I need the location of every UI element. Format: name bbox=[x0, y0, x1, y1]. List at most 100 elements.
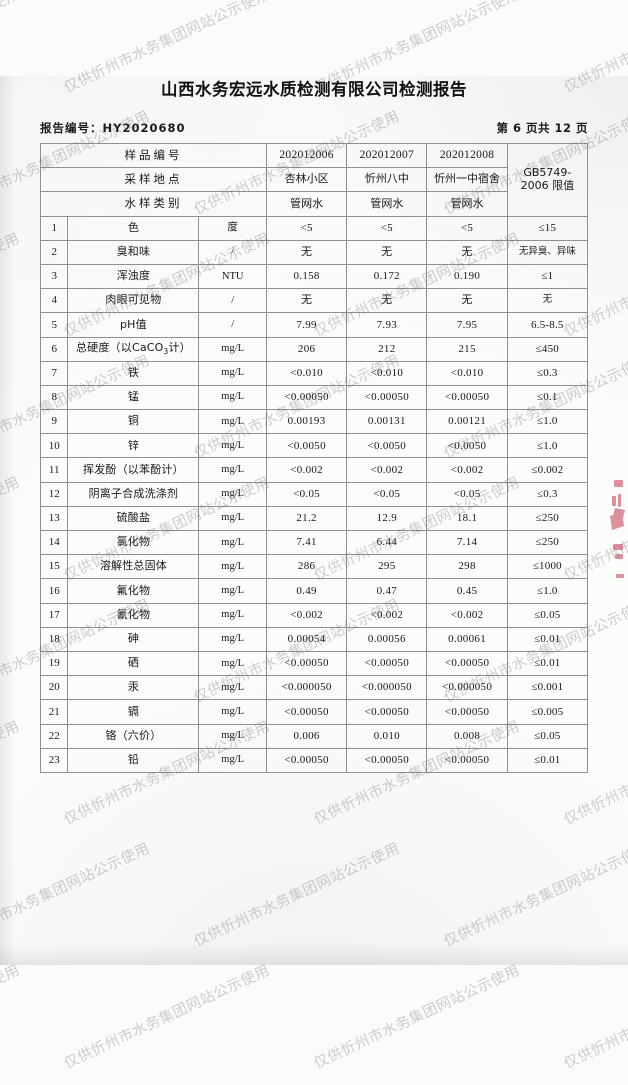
parameter-unit: mg/L bbox=[198, 457, 267, 483]
watermark-text: 仅供忻州市水务集团网站公示使用 bbox=[0, 962, 23, 1073]
value-sample-3: <0.00050 bbox=[426, 384, 508, 411]
parameter-name: 硒 bbox=[67, 650, 200, 677]
parameter-name: 溶解性总固体 bbox=[67, 554, 200, 580]
value-sample-1: 无 bbox=[265, 288, 348, 314]
sample-no-1: 202012006 bbox=[265, 142, 348, 169]
parameter-unit: mg/L bbox=[198, 360, 267, 386]
parameter-name: 色 bbox=[67, 215, 200, 241]
value-sample-1: 无 bbox=[265, 239, 348, 265]
parameter-unit: mg/L bbox=[198, 433, 267, 459]
value-sample-1: 0.158 bbox=[265, 263, 348, 290]
header-label-sample-no: 样品编号 bbox=[40, 142, 267, 169]
value-sample-3: <0.00050 bbox=[426, 747, 508, 773]
value-sample-3: 7.95 bbox=[426, 312, 508, 338]
limit-value: 无 bbox=[506, 288, 589, 314]
row-index: 17 bbox=[39, 602, 69, 628]
parameter-name: 阴离子合成洗涤剂 bbox=[67, 481, 200, 507]
row-index: 2 bbox=[39, 239, 69, 265]
report-meta: 报告编号：HY2020680 第 6 页共 12 页 bbox=[40, 120, 588, 136]
value-sample-1: <0.00050 bbox=[265, 650, 348, 677]
parameter-unit: / bbox=[198, 312, 267, 338]
value-sample-3: <0.00050 bbox=[426, 650, 508, 677]
parameter-name: 挥发酚（以苯酚计） bbox=[67, 457, 200, 483]
value-sample-3: 无 bbox=[426, 288, 508, 314]
limit-value: ≤0.001 bbox=[506, 675, 589, 701]
value-sample-2: 0.00131 bbox=[346, 409, 428, 435]
parameter-name: 氯化物 bbox=[67, 529, 200, 556]
value-sample-2: 12.9 bbox=[346, 505, 428, 532]
row-index: 23 bbox=[39, 747, 69, 773]
limit-value: ≤1.0 bbox=[506, 433, 589, 459]
row-index: 15 bbox=[39, 554, 69, 580]
parameter-unit: mg/L bbox=[198, 505, 267, 532]
table-row: 11 挥发酚（以苯酚计） mg/L <0.002 <0.002 <0.002 ≤0.002 bbox=[39, 457, 589, 483]
value-sample-2: 0.172 bbox=[346, 263, 428, 290]
page-indicator: 第 6 页共 12 页 bbox=[496, 121, 588, 135]
table-row: 1 色度 <5 <5 <5 ≤15 bbox=[39, 215, 589, 241]
row-index: 4 bbox=[39, 288, 69, 314]
location-1: 杏林小区 bbox=[265, 167, 348, 193]
parameter-name: 浑浊度 bbox=[67, 263, 200, 290]
parameter-name: 铜 bbox=[67, 409, 200, 435]
water-type-2: 管网水 bbox=[346, 191, 428, 217]
parameter-name: 锌 bbox=[67, 433, 200, 459]
parameter-unit: mg/L bbox=[198, 602, 267, 628]
water-quality-table: 样品编号 202012006 202012007 202012008 GB574… bbox=[39, 142, 589, 773]
row-index: 14 bbox=[39, 529, 69, 556]
parameter-name: 锰 bbox=[67, 384, 200, 411]
value-sample-1: 206 bbox=[265, 336, 348, 362]
table-row: 10 锌 mg/L <0.0050 <0.0050 <0.0050 ≤1.0 bbox=[39, 433, 589, 459]
row-index: 11 bbox=[39, 457, 69, 483]
row-index: 5 bbox=[39, 312, 69, 338]
value-sample-1: <0.00050 bbox=[265, 384, 348, 411]
parameter-unit: NTU bbox=[198, 263, 267, 290]
limit-value: ≤1 bbox=[506, 263, 589, 290]
limit-value: ≤0.01 bbox=[506, 626, 589, 652]
value-sample-1: 0.006 bbox=[265, 723, 348, 749]
report-number: 报告编号：HY2020680 bbox=[40, 121, 186, 135]
header-label-water-type: 水样类别 bbox=[40, 191, 267, 217]
row-index: 9 bbox=[39, 409, 69, 435]
table-row: 16 氟化物 mg/L 0.49 0.47 0.45 ≤1.0 bbox=[39, 578, 589, 604]
value-sample-3: 0.45 bbox=[426, 578, 508, 604]
table-row: 21 镉 mg/L <0.00050 <0.00050 <0.00050 ≤0.005 bbox=[39, 699, 589, 725]
parameter-unit: mg/L bbox=[198, 409, 267, 435]
parameter-unit: mg/L bbox=[198, 650, 267, 677]
value-sample-3: 7.14 bbox=[426, 529, 508, 556]
value-sample-2: 无 bbox=[346, 239, 428, 265]
value-sample-3: 298 bbox=[426, 554, 508, 580]
parameter-unit: mg/L bbox=[198, 699, 267, 725]
limit-value: ≤0.005 bbox=[506, 699, 589, 725]
value-sample-2: 6.44 bbox=[346, 529, 428, 556]
table-header: 样品编号 202012006 202012007 202012008 GB574… bbox=[40, 142, 589, 217]
table-row: 15 溶解性总固体 mg/L 286 295 298 ≤1000 bbox=[39, 554, 589, 580]
limit-value: ≤250 bbox=[506, 529, 589, 556]
limit-value: ≤15 bbox=[506, 215, 589, 241]
limit-value: ≤1.0 bbox=[506, 578, 589, 604]
limit-standard-year: 2006 限值 bbox=[520, 178, 575, 192]
limit-value: 无异臭、异味 bbox=[506, 239, 589, 265]
row-index: 22 bbox=[39, 723, 69, 749]
parameter-name: 砷 bbox=[67, 626, 200, 652]
watermark-text: 仅供忻州市水务集团网站公示使用 bbox=[61, 962, 273, 1073]
header-row-sample-no: 样品编号 202012006 202012007 202012008 GB574… bbox=[40, 142, 589, 217]
parameter-unit: mg/L bbox=[198, 675, 267, 701]
value-sample-1: <0.000050 bbox=[265, 675, 348, 701]
parameter-name: 铁 bbox=[67, 360, 200, 386]
value-sample-3: <0.010 bbox=[426, 360, 508, 386]
table-row: 23 铅 mg/L <0.00050 <0.00050 <0.00050 ≤0.01 bbox=[39, 747, 589, 773]
value-sample-2: <0.002 bbox=[346, 602, 428, 628]
row-index: 13 bbox=[39, 505, 69, 532]
limit-value: ≤0.1 bbox=[506, 384, 589, 411]
table-row: 8 锰 mg/L <0.00050 <0.00050 <0.00050 ≤0.1 bbox=[39, 384, 589, 411]
table-row: 12 阴离子合成洗涤剂 mg/L <0.05 <0.05 <0.05 ≤0.3 bbox=[39, 481, 589, 507]
value-sample-1: <0.010 bbox=[265, 360, 348, 386]
parameter-unit: mg/L bbox=[198, 723, 267, 749]
table-row: 4 肉眼可见物 / 无无无无 bbox=[39, 288, 589, 314]
value-sample-2: <0.000050 bbox=[346, 675, 428, 701]
value-sample-1: 286 bbox=[265, 554, 348, 580]
value-sample-2: <0.00050 bbox=[346, 699, 428, 725]
value-sample-1: <0.00050 bbox=[265, 699, 348, 725]
limit-column-header: GB5749- 2006 限值 bbox=[506, 143, 589, 217]
value-sample-3: 0.190 bbox=[426, 263, 508, 290]
